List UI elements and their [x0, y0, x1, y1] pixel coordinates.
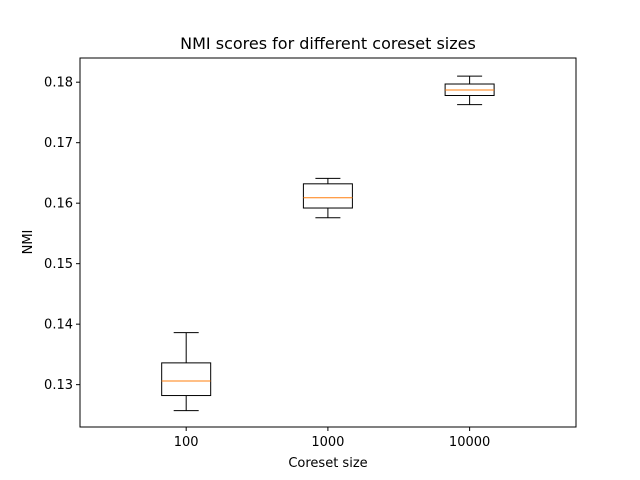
y-tick-label: 0.13: [44, 378, 73, 393]
y-tick-label: 0.15: [44, 257, 73, 272]
box-iqr: [302, 183, 353, 209]
x-tick-label: 1000: [311, 435, 344, 450]
y-tick-label: 0.17: [44, 136, 73, 151]
box-group-10000: [444, 75, 495, 106]
chart-title: NMI scores for different coreset sizes: [180, 34, 476, 53]
x-tick-label: 100: [174, 435, 199, 450]
y-tick-label: 0.18: [44, 76, 73, 91]
y-tick-label: 0.14: [44, 318, 73, 333]
x-axis-label: Coreset size: [288, 456, 367, 471]
y-axis-ticks: 0.13 0.14 0.15 0.16 0.17 0.18: [44, 76, 80, 393]
axes-frame: [79, 57, 577, 428]
box-iqr: [161, 362, 212, 397]
box-group-100: [161, 332, 212, 412]
x-axis-ticks: 100 1000 10000: [174, 427, 490, 450]
y-tick-label: 0.16: [44, 197, 73, 212]
y-axis-label: NMI: [21, 230, 36, 255]
box-group-1000: [302, 177, 353, 219]
plot-area: [161, 75, 495, 412]
x-tick-label: 10000: [449, 435, 490, 450]
